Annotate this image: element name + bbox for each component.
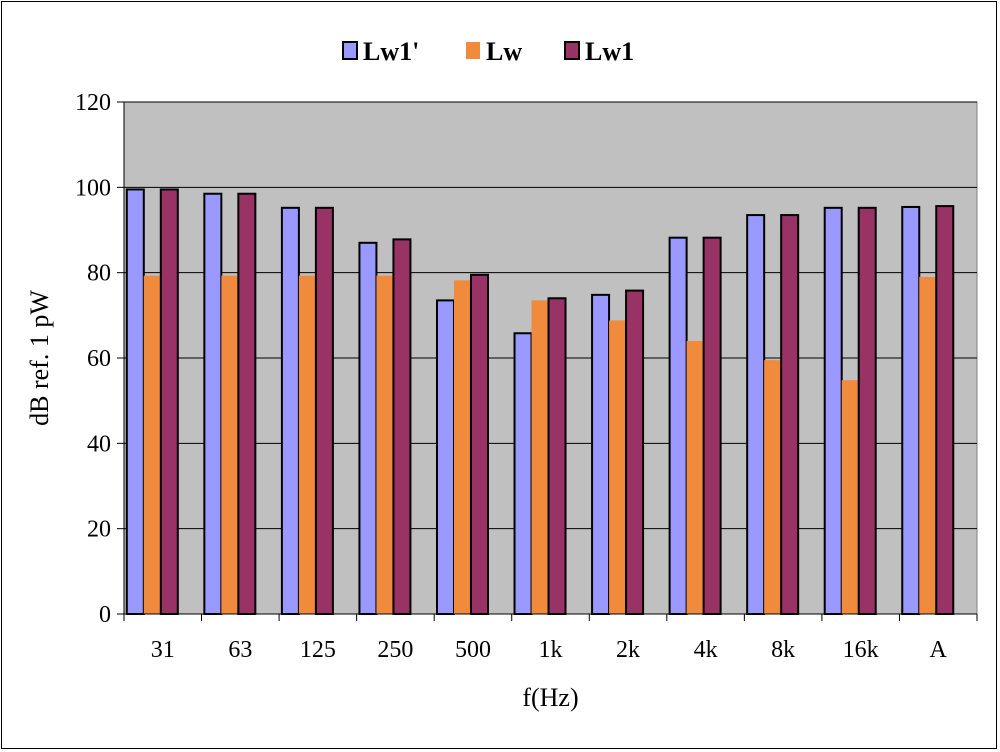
x-tick-label: 4k: [694, 637, 718, 663]
bar-Lw1-8k: [746, 214, 766, 615]
bar-Lw-31: [143, 275, 161, 614]
y-tick-label: 0: [99, 602, 111, 628]
y-axis-label: dB ref. 1 pW: [25, 290, 54, 426]
bar-Lw1-31: [125, 188, 145, 615]
bar-Lw1-125: [314, 206, 334, 616]
bars: [125, 188, 955, 616]
bar-Lw1-125: [280, 206, 300, 616]
bar-Lw-A: [919, 276, 937, 614]
bar-Lw1-A: [935, 205, 955, 616]
bar-Lw1-4k: [668, 236, 688, 615]
bar-Lw-1k: [531, 300, 549, 614]
legend-label: Lw1': [363, 37, 419, 66]
legend-label: Lw: [486, 37, 522, 66]
y-tick-label: 60: [87, 346, 111, 372]
legend-swatch: [564, 41, 580, 60]
bar-Lw1-4k: [702, 236, 722, 615]
bar-Lw-125: [298, 275, 316, 614]
y-tick-label: 120: [75, 90, 111, 116]
bar-Lw-16k: [841, 380, 859, 614]
y-tick-labels: 0 20 40 60 80 100 120: [75, 90, 111, 628]
bar-Lw1-63: [203, 192, 223, 615]
x-tick-label: 2k: [616, 637, 640, 663]
x-tick-labels: 31 63 125 250 500 1k 2k 4k 8k 16k A: [151, 637, 948, 663]
axes: [117, 101, 978, 621]
x-axis-label: f(Hz): [522, 683, 578, 712]
bar-Lw-500: [453, 280, 471, 614]
x-tick-label: 8k: [771, 637, 795, 663]
legend-swatch: [466, 42, 480, 59]
legend: Lw1' Lw Lw1: [342, 37, 634, 66]
bar-Lw1-A: [901, 205, 921, 616]
bar-Lw1-2k: [625, 289, 645, 615]
x-tick-label: 500: [455, 637, 491, 663]
x-tick-label: 1k: [539, 637, 563, 663]
x-tick-label: 250: [377, 637, 413, 663]
bar-Lw1-2k: [591, 293, 611, 615]
bar-Lw1-8k: [780, 214, 800, 615]
bar-Lw1-500: [435, 299, 455, 615]
bar-Lw1-16k: [857, 206, 877, 616]
y-tick-label: 80: [87, 261, 111, 287]
bar-Lw1-31: [159, 188, 179, 615]
y-tick-label: 40: [87, 431, 111, 457]
x-tick-label: A: [930, 637, 948, 663]
bar-Lw1-1k: [513, 332, 533, 615]
bar-Lw-4k: [686, 340, 704, 614]
bar-Lw1-1k: [547, 297, 567, 615]
legend-label: Lw1: [585, 37, 634, 66]
bar-Lw-2k: [609, 320, 627, 614]
bar-Lw-63: [221, 275, 239, 614]
bar-Lw1-250: [358, 241, 378, 616]
y-tick-label: 100: [75, 175, 111, 201]
bar-Lw1-16k: [823, 206, 843, 616]
bar-Lw1-250: [392, 238, 412, 616]
y-tick-label: 20: [87, 517, 111, 543]
bar-Lw-250: [376, 275, 394, 614]
x-tick-label: 16k: [843, 637, 879, 663]
x-tick-label: 125: [300, 637, 336, 663]
bar-Lw1-63: [237, 192, 257, 615]
x-tick-label: 63: [228, 637, 252, 663]
bar-Lw-8k: [764, 360, 782, 614]
x-tick-label: 31: [151, 637, 175, 663]
bar-Lw1-500: [469, 273, 489, 615]
legend-swatch: [342, 41, 358, 60]
